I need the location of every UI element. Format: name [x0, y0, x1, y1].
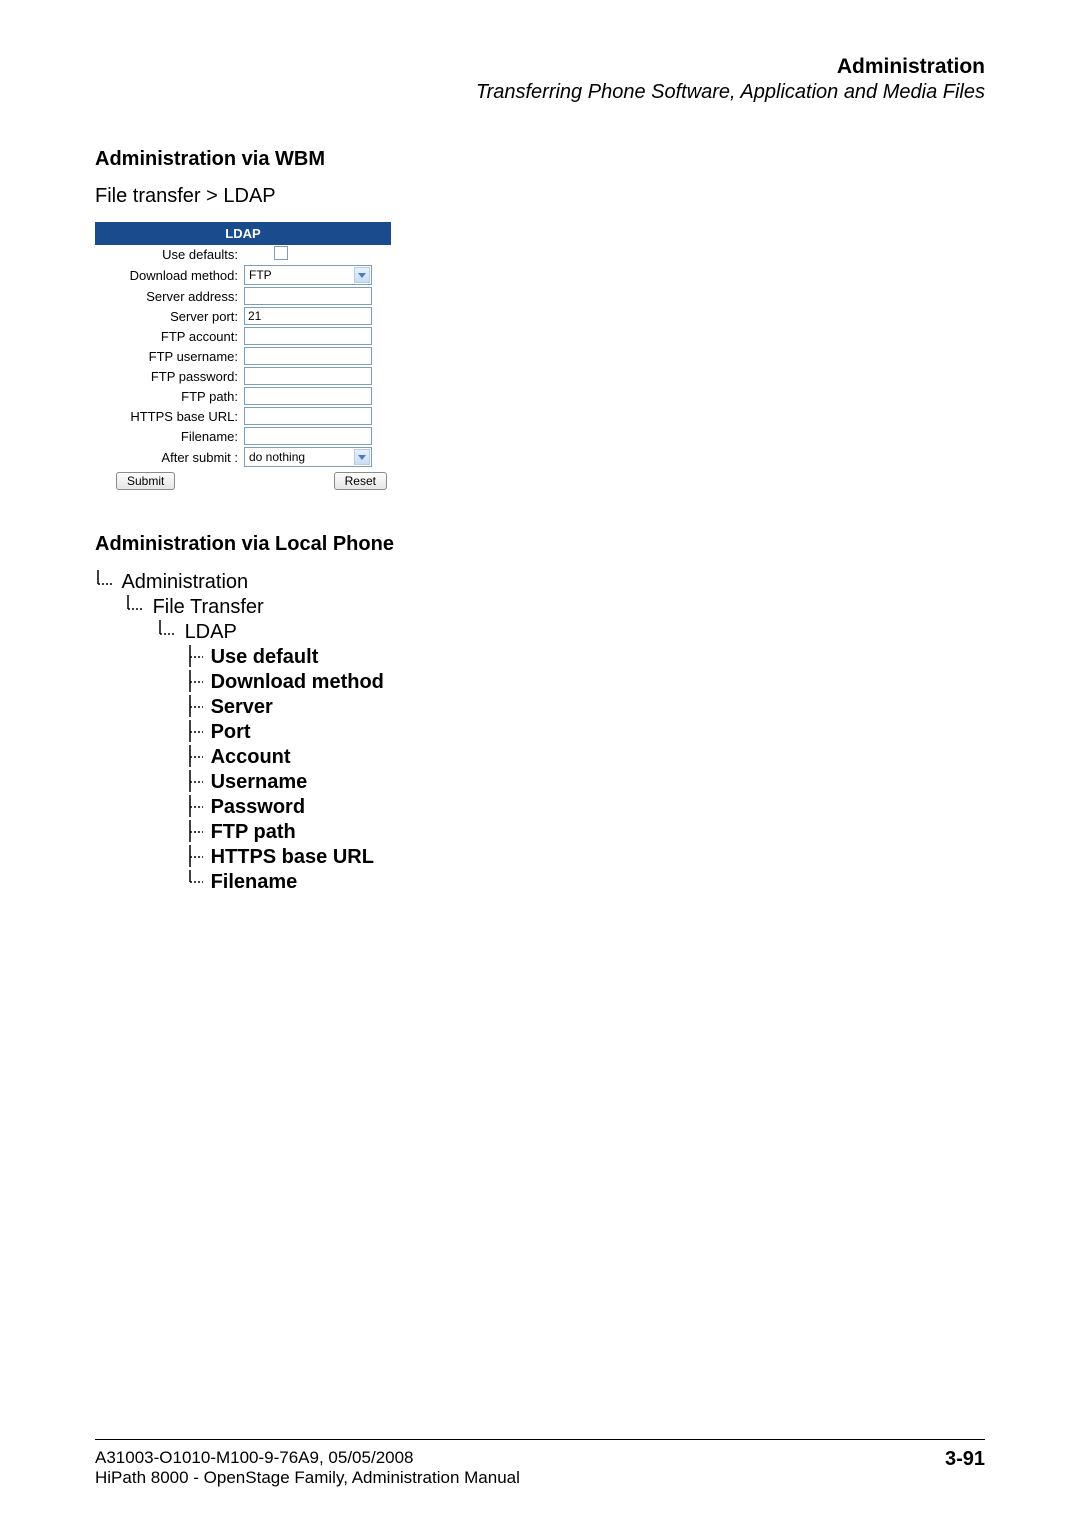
- tree-connector-icon: [187, 720, 205, 742]
- tree-item: Password: [211, 796, 305, 818]
- after-submit-label: After submit :: [95, 446, 241, 468]
- tree-item: Server: [211, 696, 273, 718]
- after-submit-select[interactable]: do nothing: [244, 447, 372, 467]
- tree-item: HTTPS base URL: [211, 846, 374, 868]
- server-port-label: Server port:: [95, 306, 241, 326]
- ftp-username-input[interactable]: [244, 347, 372, 365]
- header-subtitle: Transferring Phone Software, Application…: [95, 81, 985, 104]
- ldap-form: LDAP Use defaults: Download method: FTP …: [95, 222, 391, 491]
- tree-item: Filename: [211, 871, 298, 893]
- ftp-password-input[interactable]: [244, 367, 372, 385]
- use-defaults-label: Use defaults:: [95, 245, 241, 264]
- filename-input[interactable]: [244, 427, 372, 445]
- ftp-account-label: FTP account:: [95, 326, 241, 346]
- tree-connector-icon: [187, 670, 205, 692]
- filename-label: Filename:: [95, 426, 241, 446]
- tree-connector-icon: [125, 595, 147, 617]
- tree-item: Account: [211, 746, 291, 768]
- tree-connector-icon: [157, 620, 179, 642]
- server-port-input[interactable]: [244, 307, 372, 325]
- tree-connector-icon: [187, 870, 205, 892]
- menu-tree: Administration File Transfer LDAP Use de…: [95, 570, 985, 895]
- tree-administration: Administration: [121, 571, 248, 593]
- use-defaults-checkbox[interactable]: [274, 246, 288, 260]
- ldap-form-title: LDAP: [95, 222, 391, 245]
- tree-item: Port: [211, 721, 251, 743]
- tree-connector-icon: [187, 695, 205, 717]
- tree-connector-icon: [187, 770, 205, 792]
- download-method-value: FTP: [249, 268, 272, 282]
- section-wbm-heading: Administration via WBM: [95, 148, 985, 171]
- server-address-input[interactable]: [244, 287, 372, 305]
- header-title: Administration: [95, 55, 985, 79]
- tree-item: FTP path: [211, 821, 296, 843]
- section-local-phone-heading: Administration via Local Phone: [95, 533, 985, 556]
- download-method-label: Download method:: [95, 264, 241, 286]
- footer-rule: [95, 1439, 985, 1440]
- submit-button[interactable]: Submit: [116, 472, 175, 490]
- tree-ldap: LDAP: [185, 621, 237, 643]
- tree-item: Download method: [211, 671, 384, 693]
- tree-connector-icon: [187, 795, 205, 817]
- ftp-password-label: FTP password:: [95, 366, 241, 386]
- ftp-path-label: FTP path:: [95, 386, 241, 406]
- after-submit-value: do nothing: [249, 450, 305, 464]
- footer-doc-title: HiPath 8000 - OpenStage Family, Administ…: [95, 1468, 520, 1488]
- server-address-label: Server address:: [95, 286, 241, 306]
- footer-doc-id: A31003-O1010-M100-9-76A9, 05/05/2008: [95, 1448, 520, 1468]
- page-footer: A31003-O1010-M100-9-76A9, 05/05/2008 HiP…: [95, 1439, 985, 1488]
- tree-connector-icon: [187, 845, 205, 867]
- https-base-url-input[interactable]: [244, 407, 372, 425]
- tree-connector-icon: [187, 645, 205, 667]
- tree-item: Use default: [211, 646, 319, 668]
- tree-item: Username: [211, 771, 308, 793]
- tree-file-transfer: File Transfer: [153, 596, 264, 618]
- chevron-down-icon: [354, 449, 370, 465]
- https-base-url-label: HTTPS base URL:: [95, 406, 241, 426]
- tree-connector-icon: [95, 570, 117, 592]
- tree-connector-icon: [187, 745, 205, 767]
- chevron-down-icon: [354, 267, 370, 283]
- page-header: Administration Transferring Phone Softwa…: [95, 55, 985, 104]
- page-number: 3-91: [945, 1448, 985, 1471]
- ftp-username-label: FTP username:: [95, 346, 241, 366]
- download-method-select[interactable]: FTP: [244, 265, 372, 285]
- ftp-path-input[interactable]: [244, 387, 372, 405]
- breadcrumb: File transfer > LDAP: [95, 185, 985, 208]
- reset-button[interactable]: Reset: [334, 472, 387, 490]
- ftp-account-input[interactable]: [244, 327, 372, 345]
- tree-connector-icon: [187, 820, 205, 842]
